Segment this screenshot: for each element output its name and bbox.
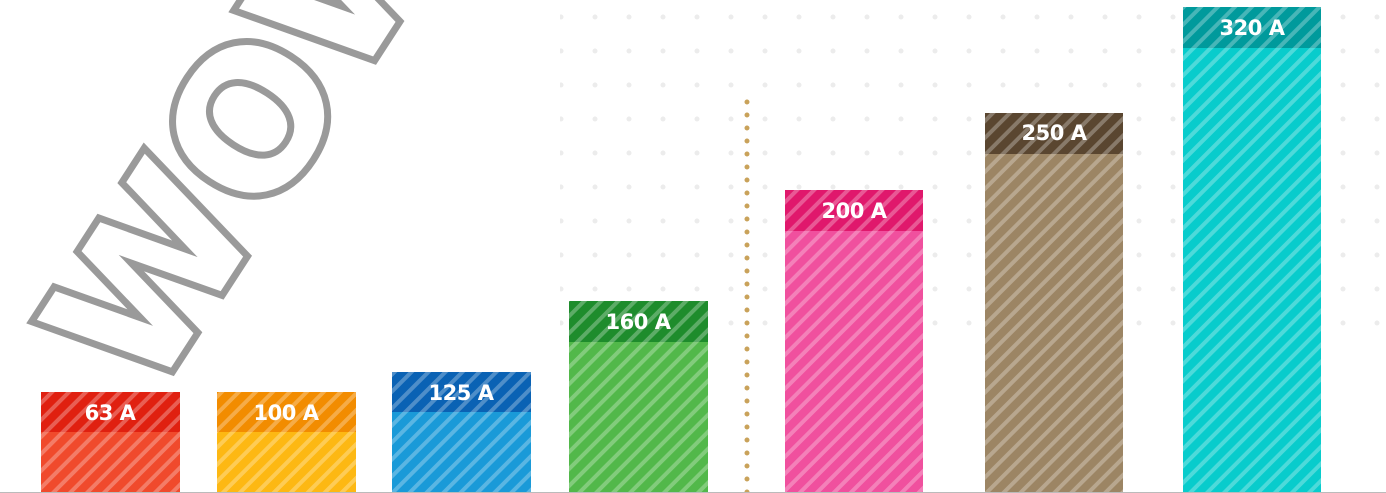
bar-label: 320 A (1220, 16, 1286, 40)
bar-label: 160 A (606, 310, 672, 334)
bar: 63 A (41, 392, 180, 493)
bar: 160 A (569, 301, 708, 493)
watermark: WOW (2, 0, 504, 425)
bar: 125 A (392, 372, 531, 493)
bar-label: 200 A (822, 199, 888, 223)
bar: 320 A (1183, 7, 1321, 493)
bar: 250 A (985, 113, 1123, 493)
bar: 200 A (785, 190, 923, 493)
bar-label: 125 A (429, 381, 495, 405)
bar: 100 A (217, 392, 356, 493)
bar-label: 250 A (1022, 121, 1088, 145)
bar-label: 63 A (85, 401, 137, 425)
bar-label: 100 A (254, 401, 320, 425)
